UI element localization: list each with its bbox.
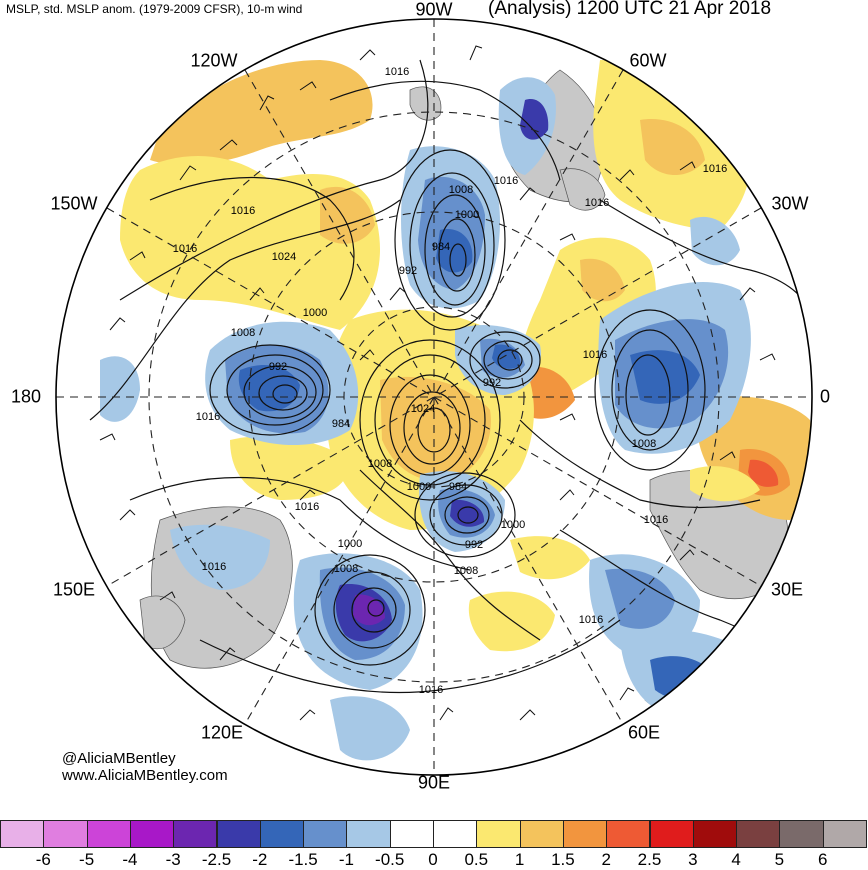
- isobar-label: 1000: [337, 538, 363, 550]
- isobar-label: 1016: [384, 66, 410, 78]
- colorbar-tick-label: -1: [338, 850, 354, 869]
- isobar-label: 992: [398, 265, 418, 277]
- isobar-label: 1000: [500, 519, 526, 531]
- colorbar-tick-label: -0.5: [375, 850, 405, 869]
- colorbar-swatch: [0, 820, 45, 848]
- isobar-label: 1016: [582, 349, 608, 361]
- isobar-label: 1016: [418, 684, 444, 696]
- chart-title-left: MSLP, std. MSLP anom. (1979-2009 CFSR), …: [6, 2, 303, 16]
- wind-barbs: [99, 45, 776, 721]
- longitude-label-60w: 60W: [629, 50, 667, 71]
- colorbar-tick-label: -5: [79, 850, 95, 869]
- isobar-label: 992: [464, 539, 484, 551]
- isobar-label: 1000: [406, 481, 432, 493]
- isobar-label: 1016: [643, 514, 669, 526]
- colorbar-swatch: [692, 820, 738, 848]
- mslp-isobars: [89, 59, 812, 694]
- longitude-label-30e: 30E: [770, 579, 804, 600]
- colorbar-tick-label: -4: [122, 850, 138, 869]
- isobar-label: 1000: [454, 209, 480, 221]
- isobar-label: 1008: [631, 438, 657, 450]
- longitude-label-0: 0: [819, 386, 831, 407]
- colorbar-swatch: [606, 820, 651, 848]
- colorbar-swatch: [216, 820, 261, 848]
- isobar-label: 1024: [271, 251, 297, 263]
- longitude-label-150e: 150E: [52, 579, 96, 600]
- colorbar-swatch: [779, 820, 824, 848]
- isobar-label: 1016: [230, 205, 256, 217]
- isobar-label: 1024: [410, 403, 436, 415]
- colorbar-swatch: [259, 820, 305, 848]
- longitude-label-180: 180: [10, 386, 42, 407]
- isobar-label: 1016: [493, 175, 519, 187]
- credit-website: www.AliciaMBentley.com: [62, 767, 228, 784]
- longitude-label-150w: 150W: [50, 193, 98, 214]
- isobar-label: 984: [431, 241, 451, 253]
- colorbar-swatch: [173, 820, 218, 848]
- isobar-label: 992: [268, 361, 288, 373]
- longitude-label-90e: 90E: [417, 772, 451, 793]
- isobar-label: 1016: [578, 614, 604, 626]
- colorbar-swatch: [433, 820, 478, 848]
- colorbar-swatch: [736, 820, 781, 848]
- colorbar-swatch: [389, 820, 434, 848]
- isobar-label: 1008: [333, 563, 359, 575]
- colorbar-swatch: [476, 820, 521, 848]
- graticule: [56, 19, 812, 775]
- isobar-label: 1016: [195, 411, 221, 423]
- colorbar-tick-label: 2: [601, 850, 611, 869]
- colorbar-swatch: [649, 820, 694, 848]
- isobar-label: 1008: [453, 565, 479, 577]
- isobar-label: 1008: [230, 327, 256, 339]
- isobar-label: 1008: [367, 458, 393, 470]
- colorbar-swatch: [86, 820, 131, 848]
- colorbar-swatch: [303, 820, 348, 848]
- colorbar-tick-label: 1.5: [551, 850, 575, 869]
- isobar-label: 1016: [172, 243, 198, 255]
- colorbar-tick-label: 2.5: [637, 850, 662, 869]
- isobar-label: 1008: [448, 184, 474, 196]
- colorbar-swatch: [822, 820, 867, 848]
- map-disk: [56, 19, 812, 775]
- isobar-label: 1016: [294, 501, 320, 513]
- colorbar-tick-label: -1.5: [288, 850, 318, 869]
- isobar-label: 992: [482, 377, 502, 389]
- colorbar-tick-label: 0: [428, 850, 438, 869]
- longitude-label-60e: 60E: [627, 722, 661, 743]
- isobar-label: 984: [331, 418, 351, 430]
- colorbar-swatch: [562, 820, 608, 848]
- colorbar-tick-label: 0.5: [464, 850, 489, 869]
- colorbar-tick-label: 4: [731, 850, 741, 869]
- isobar-label: 984: [448, 481, 468, 493]
- longitude-label-90w: 90W: [415, 0, 453, 20]
- map-boundary: [55, 18, 813, 776]
- isobar-label: 1016: [201, 561, 227, 573]
- colorbar-tick-label: 6: [817, 850, 828, 869]
- longitude-label-120w: 120W: [190, 50, 238, 71]
- colorbar: -6 -5 -4 -3 -2.5 -2 -1.5 -1 -0.5 0 0.5 1 1.5 2 2.5 3 4 5 6: [0, 820, 868, 869]
- isobar-label: 1000: [302, 307, 328, 319]
- chart-title-right: (Analysis) 1200 UTC 21 Apr 2018: [488, 0, 772, 19]
- isobar-label: 1016: [584, 197, 610, 209]
- colorbar-tick-label: -2.5: [201, 850, 232, 869]
- isobar-label: 1016: [702, 163, 728, 175]
- colorbar-tick-label: -3: [165, 850, 181, 869]
- colorbar-tick-label: -2: [252, 850, 268, 869]
- colorbar-tick-label: 5: [774, 850, 785, 869]
- colorbar-swatch: [346, 820, 391, 848]
- colorbar-swatch: [43, 820, 88, 848]
- colorbar-tick-label: 1: [514, 850, 525, 869]
- colorbar-swatch: [519, 820, 564, 848]
- credit-block: @AliciaMBentley www.AliciaMBentley.com: [62, 750, 228, 784]
- longitude-label-30w: 30W: [771, 193, 809, 214]
- colorbar-tick-label: -6: [35, 850, 51, 869]
- colorbar-swatch: [129, 820, 175, 848]
- longitude-label-120e: 120E: [200, 722, 244, 743]
- colorbar-tick-label: 3: [688, 850, 698, 869]
- credit-twitter: @AliciaMBentley: [62, 750, 176, 767]
